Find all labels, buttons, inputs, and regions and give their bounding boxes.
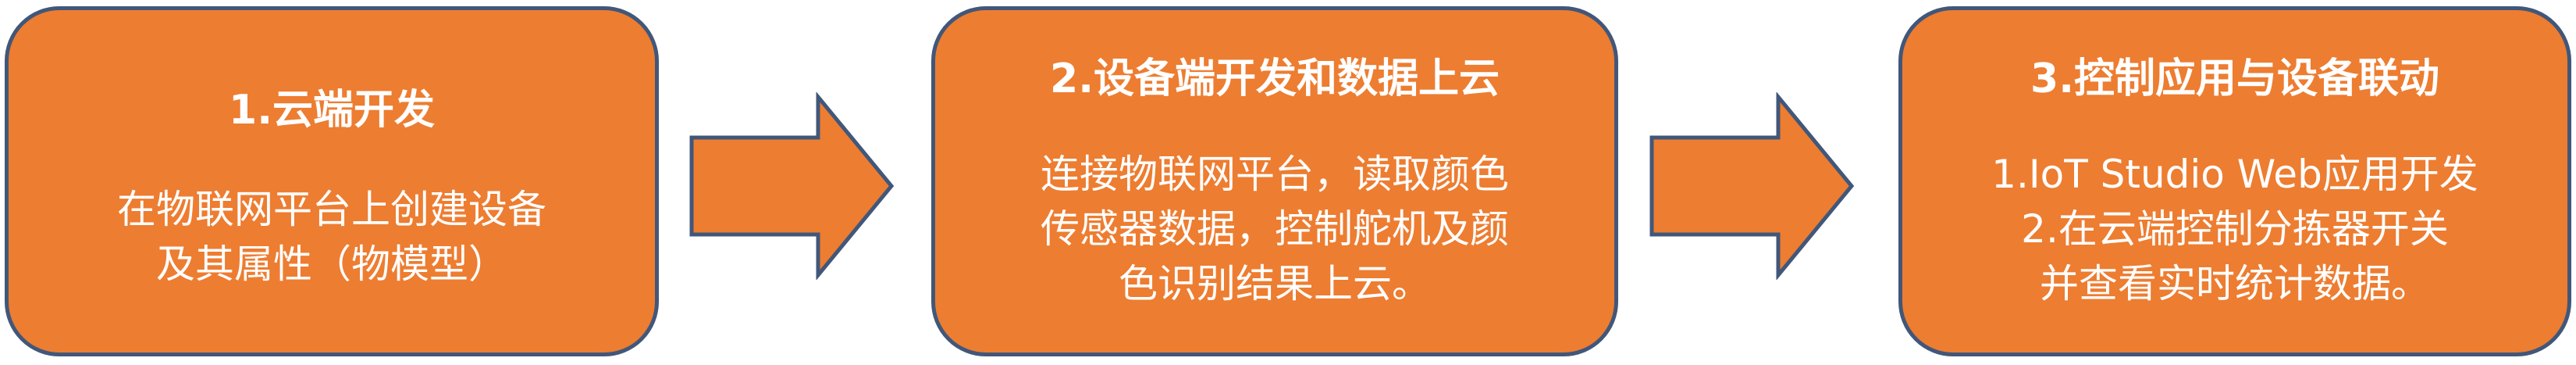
step-1-desc-line: 及其属性（物模型） [156,242,507,287]
step-2-box: 2.设备端开发和数据上云 连接物联网平台，读取颜色 传感器数据，控制舵机及颜 色… [931,6,1618,356]
step-1-box: 1.云端开发 在物联网平台上创建设备 及其属性（物模型） [5,6,659,356]
arrow-right-icon [1649,92,1855,280]
step-3-description: 1.IoT Studio Web应用开发 2.在云端控制分拣器开关 并查看实时统… [1902,147,2567,311]
step-2-description: 连接物联网平台，读取颜色 传感器数据，控制舵机及颜 色识别结果上云。 [935,147,1614,311]
step-2-desc-line: 色识别结果上云。 [1119,261,1431,306]
step-1-desc-line: 在物联网平台上创建设备 [117,187,546,232]
step-3-desc-line: 2.在云端控制分拣器开关 [2021,206,2449,252]
arrow-right-icon [689,92,895,280]
step-1-description: 在物联网平台上创建设备 及其属性（物模型） [9,182,655,292]
step-2-desc-line: 传感器数据，控制舵机及颜 [1041,206,1509,252]
step-2-title: 2.设备端开发和数据上云 [1050,55,1500,102]
step-3-desc-line: 1.IoT Studio Web应用开发 [1991,152,2478,197]
step-2-desc-line: 连接物联网平台，读取颜色 [1041,152,1509,197]
step-3-box: 3.控制应用与设备联动 1.IoT Studio Web应用开发 2.在云端控制… [1898,6,2571,356]
step-1-title: 1.云端开发 [229,87,435,134]
step-3-title: 3.控制应用与设备联动 [2030,55,2439,102]
step-3-desc-line: 并查看实时统计数据。 [2040,261,2430,306]
